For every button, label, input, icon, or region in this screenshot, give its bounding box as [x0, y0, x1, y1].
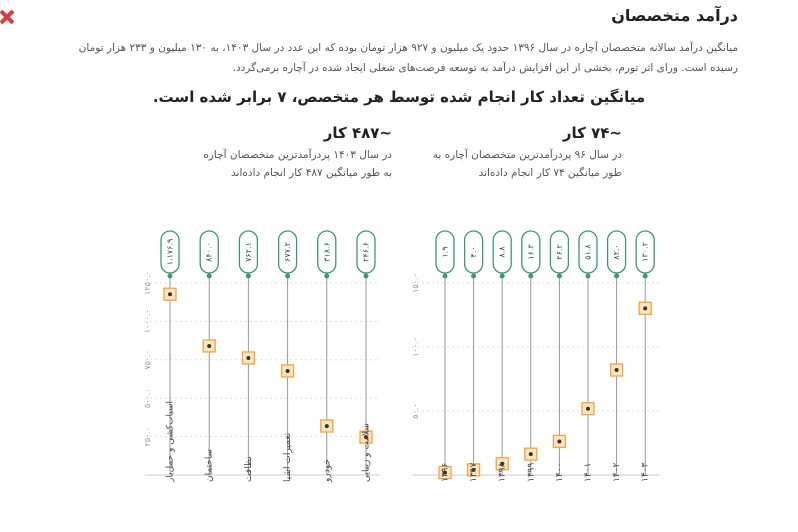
dot-center	[168, 292, 172, 297]
x-tick-label: ۱۴۰۳	[641, 462, 651, 482]
y-tick-label: ۱۰۰.۰	[411, 337, 420, 357]
dot-center	[557, 439, 562, 444]
value-pill	[606, 230, 627, 274]
dot-center	[285, 368, 290, 373]
pill-anchor	[363, 273, 369, 279]
pill-anchor	[499, 273, 505, 279]
dot-center	[364, 435, 368, 440]
x-tick-label: ساختمان	[205, 449, 215, 482]
section-subtitle: میانگین تعداد کار انجام شده توسط هر متخص…	[152, 88, 646, 106]
dot-center	[324, 424, 329, 429]
dot-center	[246, 355, 251, 360]
x-tick-label: خودرو	[322, 459, 332, 483]
value-label: ۷۶۲.۱	[244, 242, 253, 262]
panel-description: در سال ۹۶ پردرآمدترین متخصصان آچاره به ط…	[432, 149, 622, 179]
value-label: ۶۷۷.۲	[283, 242, 292, 262]
value-label: ۱.۹	[441, 246, 450, 257]
y-tick-label: ۱۲۵۰.۰	[143, 271, 152, 295]
logo-icon	[0, 10, 14, 24]
pill-anchor	[642, 273, 648, 279]
value-pill	[492, 230, 512, 274]
value-label: ۵۱.۸	[584, 244, 593, 260]
value-label: ۸۴۰.۰	[205, 242, 214, 262]
pill-anchor	[442, 273, 448, 279]
page-title: درآمد متخصصان	[611, 6, 738, 25]
x-tick-label: اسباب‌کشی و حمل‌بار	[166, 401, 176, 483]
x-tick-label: ۱۳۹۶	[441, 462, 451, 482]
x-tick-label: ۱۴۰۱	[584, 463, 594, 482]
pill-anchor	[245, 273, 251, 279]
panel-heading: ~۴۸۷ کار	[323, 124, 392, 142]
y-tick-label: ۲۵۰.۰	[143, 427, 152, 447]
dot-center	[643, 306, 648, 311]
x-tick-label: ۱۴۰۲	[612, 462, 622, 482]
pill-anchor	[614, 273, 620, 279]
pill-anchor	[556, 273, 562, 279]
pill-anchor	[167, 273, 173, 279]
x-tick-label: ۱۳۹۸	[498, 462, 508, 482]
dot-center	[443, 470, 447, 475]
value-pill	[435, 230, 455, 274]
pill-anchor	[471, 273, 477, 279]
value-label: ۸.۸	[498, 246, 507, 258]
x-tick-label: سلامت و زیبایی	[362, 423, 372, 482]
value-pill	[521, 230, 541, 274]
value-label: ۱۳۰.۲	[641, 242, 650, 262]
value-pill	[199, 230, 219, 274]
value-label: ۲۴۶.۶	[362, 242, 371, 262]
value-label: ۱،۱۷۶.۹	[166, 239, 175, 266]
pill-anchor	[206, 273, 212, 279]
pill-anchor	[285, 273, 291, 279]
dot-center	[614, 368, 619, 373]
dot-center	[500, 461, 505, 466]
value-pill	[549, 230, 570, 274]
panel-heading: ~۷۴ کار	[562, 124, 622, 142]
value-pill	[277, 230, 298, 274]
value-pill	[463, 230, 484, 274]
value-pill	[635, 230, 655, 274]
dot-center	[586, 406, 590, 411]
value-label: ۴.۰	[469, 246, 478, 257]
x-tick-label: نظافت	[244, 456, 254, 482]
value-pill	[238, 230, 259, 274]
y-tick-label: ۵۰۰.۰	[143, 388, 152, 408]
dot-center	[471, 467, 476, 472]
dot-center	[528, 452, 533, 457]
y-tick-label: ۱۰۰۰.۰	[143, 309, 152, 333]
panel-description: در سال ۱۴۰۳ پردرآمدترین متخصصان آچاره به…	[203, 149, 392, 179]
value-label: ۱۶.۳	[526, 244, 535, 260]
y-tick-label: ۱۵۰.۰	[411, 273, 420, 293]
pill-anchor	[585, 273, 591, 279]
y-tick-label: ۷۵۰.۰	[143, 350, 152, 370]
x-tick-label: ۱۳۹۷	[469, 462, 479, 482]
value-label: ۸۲.۰	[612, 244, 621, 259]
y-tick-label: ۵۰.۰	[411, 403, 420, 418]
x-tick-label: ۱۳۹۹	[526, 462, 536, 482]
pill-anchor	[324, 273, 330, 279]
value-label: ۲۶.۲	[555, 244, 564, 259]
pill-anchor	[528, 273, 534, 279]
value-pill	[578, 230, 598, 274]
x-tick-label: ۱۴۰۰	[555, 463, 565, 482]
x-tick-label: تعمیرات اشیا	[283, 432, 293, 482]
value-pill	[356, 230, 376, 274]
value-label: ۳۱۸.۶	[322, 242, 331, 262]
intro-paragraph: میانگین درآمد سالانه متخصصان آچاره در سا…	[78, 42, 738, 74]
value-pill	[317, 230, 337, 274]
dot-center	[207, 343, 212, 348]
value-pill	[160, 230, 180, 274]
